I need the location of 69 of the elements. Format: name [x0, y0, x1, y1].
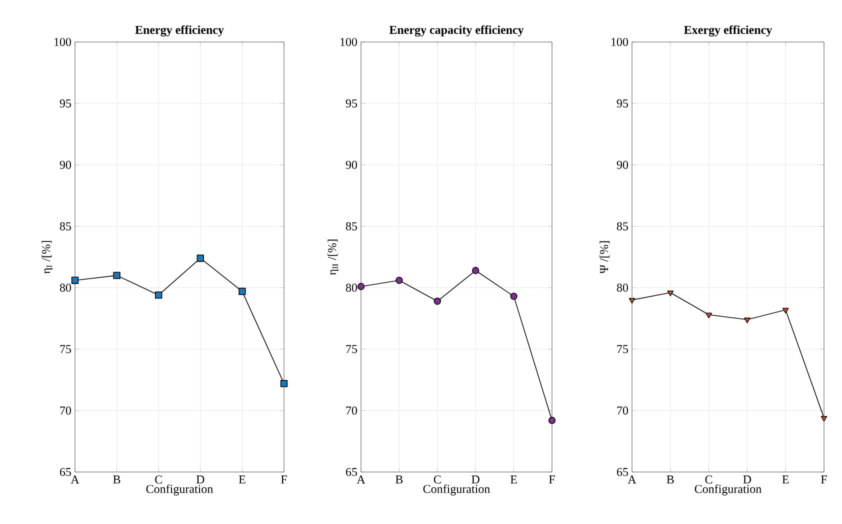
y-tick-label: 85: [616, 222, 628, 230]
point: [628, 298, 636, 304]
x-axis-title: Configuration: [423, 484, 490, 496]
x-axis-title: Configuration: [694, 484, 762, 496]
y-tick-label: 100: [54, 38, 72, 46]
y-tick-label: 95: [616, 99, 628, 108]
y-axis-title: η$_{I}$ /[%]: [42, 241, 53, 274]
point: [434, 298, 442, 305]
x-tick-label: D: [472, 476, 480, 484]
x-axis-title: Configuration: [146, 484, 213, 496]
point: [472, 266, 480, 274]
x-tick-label: B: [666, 476, 674, 484]
x-tick-label: D: [743, 476, 752, 484]
y-tick-label: 80: [346, 284, 358, 292]
x-tick-label: F: [549, 476, 555, 484]
y-tick-label: 85: [60, 222, 72, 230]
point: [396, 276, 403, 284]
chart-title: Energy capacity efficiency: [389, 25, 524, 36]
x-tick-label: C: [155, 476, 162, 484]
y-tick-label: 80: [60, 284, 72, 292]
y-tick-label: 75: [617, 345, 628, 354]
y-tick-label: 65: [616, 468, 628, 476]
point: [782, 308, 789, 314]
y-tick-label: 70: [60, 406, 72, 415]
point: [113, 272, 120, 280]
y-tick-label: 75: [346, 345, 358, 354]
y-tick-label: 100: [612, 38, 628, 46]
y-tick-label: 65: [60, 468, 72, 476]
x-tick-label: C: [705, 476, 712, 484]
point: [510, 292, 518, 300]
x-tick-label: F: [281, 476, 287, 484]
x-tick-label: A: [70, 476, 80, 484]
point: [238, 288, 246, 295]
x-tick-label: B: [396, 476, 403, 484]
x-tick-label: D: [196, 476, 204, 484]
x-tick-label: E: [238, 476, 246, 484]
y-tick-label: 100: [340, 38, 358, 46]
y-tick-label: 80: [616, 284, 628, 292]
point: [820, 416, 828, 422]
y-axis-title: η$_{II}$ /[%]: [328, 240, 339, 276]
y-tick-label: 95: [60, 99, 72, 108]
point: [548, 416, 556, 424]
y-tick-label: 85: [346, 222, 358, 230]
point: [357, 282, 365, 290]
point: [71, 276, 79, 284]
y-axis-title: Ψ /[%]: [600, 241, 610, 274]
y-tick-label: 75: [60, 345, 72, 354]
point: [744, 318, 750, 324]
x-tick-label: E: [782, 476, 789, 484]
x-tick-label: B: [113, 476, 120, 484]
y-tick-label: 95: [346, 99, 358, 108]
x-tick-label: A: [628, 476, 636, 484]
y-tick-label: 70: [346, 406, 358, 415]
x-tick-label: F: [821, 476, 827, 484]
y-tick-label: 90: [616, 160, 628, 169]
x-tick-label: E: [510, 476, 517, 484]
point: [196, 254, 204, 262]
y-tick-label: 65: [346, 468, 358, 476]
point: [280, 380, 288, 388]
chart-title: Energy efficiency: [135, 25, 224, 36]
point: [155, 291, 162, 299]
x-tick-label: A: [356, 476, 366, 484]
x-tick-label: C: [434, 476, 441, 484]
y-tick-label: 90: [346, 160, 358, 169]
point: [667, 290, 674, 296]
y-tick-label: 70: [617, 406, 628, 415]
chart-title: Exergy efficiency: [684, 25, 772, 36]
y-tick-label: 90: [60, 160, 72, 169]
point: [706, 312, 712, 318]
